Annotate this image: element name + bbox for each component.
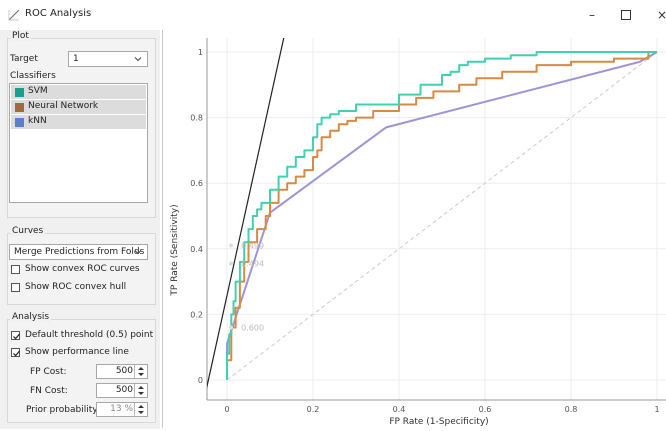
neural-network-color-swatch [15, 103, 24, 112]
y-tick-label: 0 [198, 376, 203, 385]
window-title: ROC Analysis [25, 8, 92, 19]
knn-color-swatch [15, 118, 24, 127]
show-performance-line-checkbox[interactable] [11, 348, 20, 357]
y-tick-label: 0.6 [190, 179, 203, 188]
x-tick-label: 0.6 [479, 405, 492, 414]
classifier-label: kNN [28, 116, 47, 126]
classifier-item-neural-network[interactable]: Neural Network [11, 100, 146, 114]
knn-roc-curve [226, 51, 658, 380]
default-threshold-label: Default threshold (0.5) point [25, 330, 154, 340]
chart-axes: 0 0 0.2 0.2 0.4 0.4 0.6 0.6 0.8 0.8 1 1 [190, 38, 666, 414]
fp-cost-label: FP Cost: [30, 367, 67, 377]
plot-group-title: Plot [10, 31, 31, 41]
checkmark-icon [13, 333, 20, 340]
fp-cost-value: 500 [115, 366, 133, 376]
control-panel: Plot Target 1 Classifiers SVM Neural Net… [0, 30, 160, 429]
threshold-label: 0.600 [241, 324, 264, 333]
svm-roc-curve [226, 51, 657, 380]
x-axis-label: FP Rate (1-Specificity) [389, 417, 488, 427]
prior-probability-label: Prior probability: [26, 405, 100, 415]
merge-predictions-value: Merge Predictions from Folds [14, 247, 145, 257]
classifier-label: SVM [28, 86, 48, 96]
show-convex-hull-label: Show ROC convex hull [25, 282, 127, 292]
y-tick-label: 0.4 [190, 245, 203, 254]
show-convex-curves-label: Show convex ROC curves [25, 264, 140, 274]
roc-chart[interactable]: 000.20.20.40.40.60.60.80.811 0.4990.4940… [163, 30, 666, 428]
neural-network-roc-curve [226, 51, 657, 380]
roc-plot-area[interactable]: 0 0 0.2 0.2 0.4 0.4 0.6 0.6 0.8 0.8 1 1 0.499 0.494 0… [162, 30, 666, 428]
curves-group-title: Curves [10, 226, 46, 236]
show-performance-line-label: Show performance line [25, 347, 129, 357]
threshold-marker [229, 325, 233, 330]
x-tick-label: 0.4 [393, 405, 406, 414]
default-threshold-checkbox[interactable] [11, 331, 20, 340]
y-axis-label: TP Rate (Sensitivity) [170, 204, 180, 296]
show-convex-curves-checkbox[interactable] [11, 265, 20, 274]
merge-predictions-select[interactable]: Merge Predictions from Folds [9, 244, 148, 260]
target-value: 1 [73, 54, 79, 64]
classifier-item-svm[interactable]: SVM [11, 85, 146, 99]
prior-probability-spinbox[interactable]: 13 % [96, 402, 148, 417]
chance-diagonal-line [226, 51, 658, 381]
analysis-group-title: Analysis [10, 312, 52, 322]
threshold-labels: 0.499 0.494 0.600 [229, 242, 264, 333]
svm-color-swatch [15, 88, 24, 97]
chart-curves [207, 38, 658, 390]
minimize-button[interactable]: – [589, 8, 595, 22]
spin-arrows-icon[interactable] [134, 384, 147, 397]
chevron-down-icon [134, 250, 142, 255]
target-label: Target [10, 54, 38, 64]
threshold-marker [229, 243, 233, 248]
spin-arrows-icon[interactable] [134, 365, 147, 378]
chevron-down-icon [134, 57, 142, 62]
y-tick-label: 0.2 [190, 310, 203, 319]
window-titlebar: ROC Analysis – × [0, 0, 666, 30]
classifiers-list[interactable]: SVM Neural Network kNN [9, 83, 148, 203]
fn-cost-value: 500 [115, 385, 133, 395]
roc-app-icon [8, 9, 20, 21]
classifier-label: Neural Network [28, 101, 99, 111]
x-tick-label: 1 [654, 405, 659, 414]
prior-probability-value: 13 % [110, 404, 133, 414]
fp-cost-spinbox[interactable]: 500 [96, 364, 148, 379]
chart-grid [207, 38, 666, 400]
checkmark-icon [13, 350, 20, 357]
show-convex-hull-checkbox[interactable] [11, 283, 20, 292]
x-tick-label: 0.8 [565, 405, 578, 414]
maximize-button[interactable] [612, 4, 640, 26]
y-tick-label: 0.8 [190, 114, 203, 123]
maximize-icon [621, 10, 631, 20]
y-tick-label: 1 [198, 48, 203, 57]
threshold-label: 0.494 [241, 260, 264, 269]
close-button[interactable]: × [656, 8, 666, 22]
performance-line [207, 38, 285, 390]
threshold-label: 0.499 [241, 242, 264, 251]
target-select[interactable]: 1 [68, 51, 148, 67]
spin-arrows-icon[interactable] [134, 403, 147, 416]
threshold-marker [229, 261, 233, 266]
fn-cost-label: FN Cost: [30, 386, 68, 396]
classifiers-label: Classifiers [10, 71, 56, 81]
classifier-item-knn[interactable]: kNN [11, 115, 146, 129]
fn-cost-spinbox[interactable]: 500 [96, 383, 148, 398]
x-tick-label: 0 [224, 405, 229, 414]
x-tick-label: 0.2 [307, 405, 320, 414]
